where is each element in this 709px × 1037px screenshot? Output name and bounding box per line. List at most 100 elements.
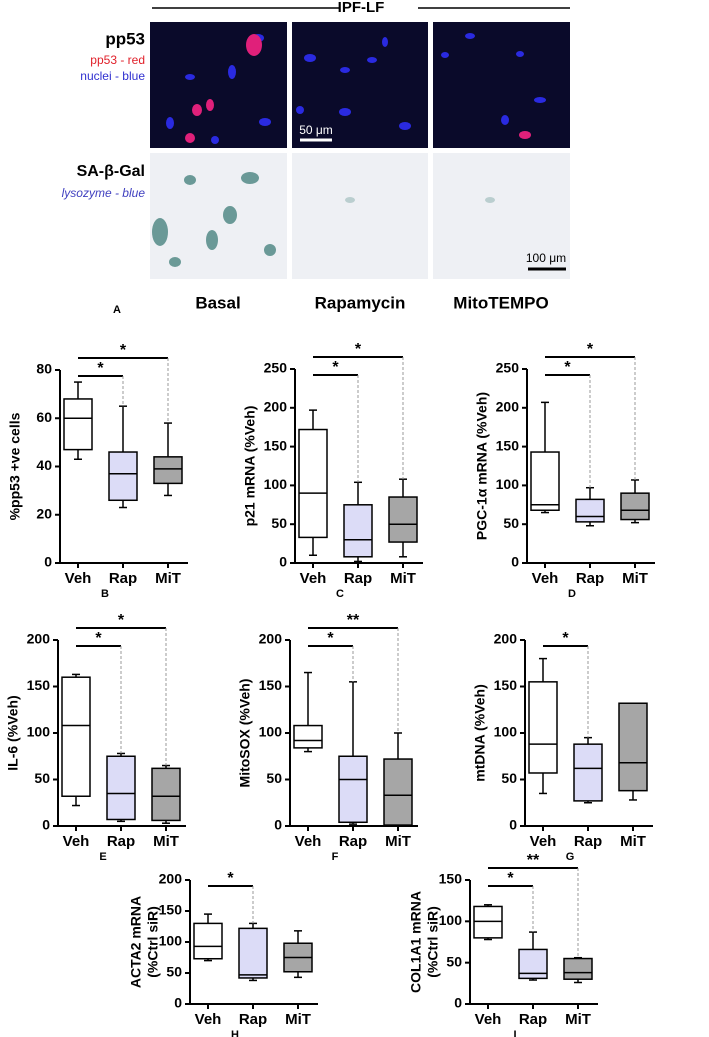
significance-label: * (97, 360, 104, 377)
panel-letter: H (231, 1029, 239, 1037)
y-tick-label: 100 (494, 724, 518, 740)
box (528, 681, 558, 774)
significance-label: * (507, 870, 514, 887)
pp53-nuclei (185, 34, 531, 143)
stain-legend: pp53 - red (90, 53, 145, 67)
box (575, 498, 605, 523)
box (343, 504, 373, 558)
y-tick-label: 250 (496, 360, 520, 376)
y-tick-label: 100 (159, 933, 183, 949)
panel-letter: I (513, 1029, 516, 1037)
x-tick-label: Rap (239, 1011, 267, 1028)
y-axis-label: IL-6 (%Veh) (5, 695, 21, 770)
y-tick-label: 150 (259, 677, 283, 693)
y-tick-label: 80 (36, 361, 52, 377)
y-tick-label: 0 (509, 817, 517, 833)
y-tick-label: 200 (159, 871, 183, 887)
x-tick-label: Rap (339, 833, 367, 850)
box (388, 496, 418, 543)
y-tick-label: 150 (494, 677, 518, 693)
y-tick-label: 100 (259, 724, 283, 740)
y-tick-label: 100 (439, 912, 463, 928)
y-tick-label: 50 (503, 515, 519, 531)
y-tick-label: 0 (511, 554, 519, 570)
x-tick-label: MiT (153, 833, 179, 850)
box (338, 755, 368, 824)
y-tick-label: 150 (496, 437, 520, 453)
x-tick-label: MiT (285, 1011, 311, 1028)
x-tick-label: MiT (385, 833, 411, 850)
y-tick-label: 0 (42, 817, 50, 833)
x-tick-label: Veh (195, 1011, 222, 1028)
x-tick-label: Rap (576, 570, 604, 587)
box (238, 927, 268, 979)
y-tick-label: 100 (496, 476, 520, 492)
x-tick-label: Veh (65, 570, 92, 587)
panel-letter: C (336, 588, 344, 600)
y-tick-label: 100 (264, 476, 288, 492)
y-axis-label: p21 mRNA (%Veh) (242, 406, 258, 527)
y-tick-label: 20 (36, 505, 52, 521)
y-tick-label: 150 (264, 437, 288, 453)
x-tick-label: Rap (344, 570, 372, 587)
box (153, 456, 183, 485)
significance-label: * (327, 630, 334, 647)
y-tick-label: 150 (159, 902, 183, 918)
box (193, 922, 223, 960)
significance-label: ** (347, 612, 360, 629)
y-axis-label: MitoSOX (%Veh) (237, 679, 253, 788)
box (620, 492, 650, 521)
y-tick-label: 200 (264, 399, 288, 415)
box (61, 676, 91, 797)
significance-label: * (118, 612, 125, 629)
significance-label: * (562, 630, 569, 647)
panel-letter: A (113, 304, 121, 316)
y-tick-label: 50 (266, 770, 282, 786)
y-tick-label: 150 (27, 677, 51, 693)
x-tick-label: MiT (565, 1011, 591, 1028)
x-tick-label: Rap (109, 570, 137, 587)
y-tick-label: 0 (174, 995, 182, 1011)
y-axis-label: PGC-1α mRNA (%Veh) (474, 392, 490, 540)
y-tick-label: 250 (264, 360, 288, 376)
box (106, 755, 136, 821)
x-tick-label: Veh (295, 833, 322, 850)
y-tick-label: 50 (166, 964, 182, 980)
x-tick-label: Veh (530, 833, 557, 850)
significance-label: ** (527, 852, 540, 869)
significance-label: * (564, 359, 571, 376)
y-tick-label: 200 (259, 631, 283, 647)
box (383, 758, 413, 826)
column-title: Rapamycin (315, 293, 406, 312)
header: IPF-LF (338, 0, 385, 16)
significance-label: * (120, 342, 127, 359)
significance-label: * (332, 359, 339, 376)
scale-label: 100 μm (526, 251, 566, 265)
y-tick-label: 50 (501, 770, 517, 786)
image (150, 22, 287, 148)
x-tick-label: Veh (475, 1011, 502, 1028)
y-axis-label: COL1A1 mRNA (408, 891, 424, 993)
panel-letter: G (566, 851, 575, 863)
x-tick-label: MiT (390, 570, 416, 587)
micrographs (150, 7, 570, 279)
box (618, 702, 648, 792)
y-axis-label: mtDNA (%Veh) (472, 684, 488, 782)
panel-letter: F (332, 851, 339, 863)
x-tick-label: Rap (574, 833, 602, 850)
y-tick-label: 200 (496, 399, 520, 415)
stain-legend: lysozyme - blue (62, 186, 146, 200)
x-tick-label: Rap (519, 1011, 547, 1028)
image (433, 22, 570, 148)
panel-letter: E (99, 851, 106, 863)
x-tick-label: MiT (620, 833, 646, 850)
y-axis-label: ACTA2 mRNA (128, 896, 144, 988)
y-tick-label: 50 (446, 953, 462, 969)
column-title: MitoTEMPO (453, 293, 548, 312)
y-tick-label: 0 (279, 554, 287, 570)
stained-cells (152, 172, 495, 267)
significance-label: * (95, 630, 102, 647)
significance-label: * (587, 341, 594, 358)
y-tick-label: 200 (494, 631, 518, 647)
